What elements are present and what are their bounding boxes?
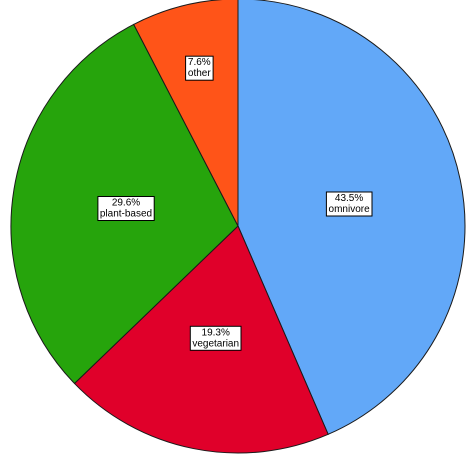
slice-category-label: vegetarian <box>192 338 239 349</box>
slice-label-other: 7.6%other <box>185 55 214 81</box>
slice-percent-label: 19.3% <box>202 327 230 338</box>
pie-slice-omnivore <box>237 0 466 435</box>
slice-label-box <box>185 55 214 81</box>
slice-label-omnivore: 43.5%omnivore <box>325 191 373 217</box>
slice-percent-label: 7.6% <box>188 57 211 68</box>
slice-label-plant-based: 29.6%plant-based <box>97 196 155 221</box>
slice-percent-label: 43.5% <box>335 193 363 204</box>
slice-percent-label: 29.6% <box>112 198 140 209</box>
pie-slices <box>10 0 466 454</box>
slice-label-vegetarian: 19.3%vegetarian <box>189 325 242 351</box>
slice-label-box <box>325 191 373 217</box>
slice-category-label: plant-based <box>100 209 152 220</box>
slice-category-label: omnivore <box>329 204 371 215</box>
slice-label-box <box>97 196 155 221</box>
slice-label-box <box>189 325 242 351</box>
pie-labels: 43.5%omnivore 19.3%vegetarian 29.6%plant-b… <box>97 55 373 351</box>
slice-category-label: other <box>188 68 211 79</box>
